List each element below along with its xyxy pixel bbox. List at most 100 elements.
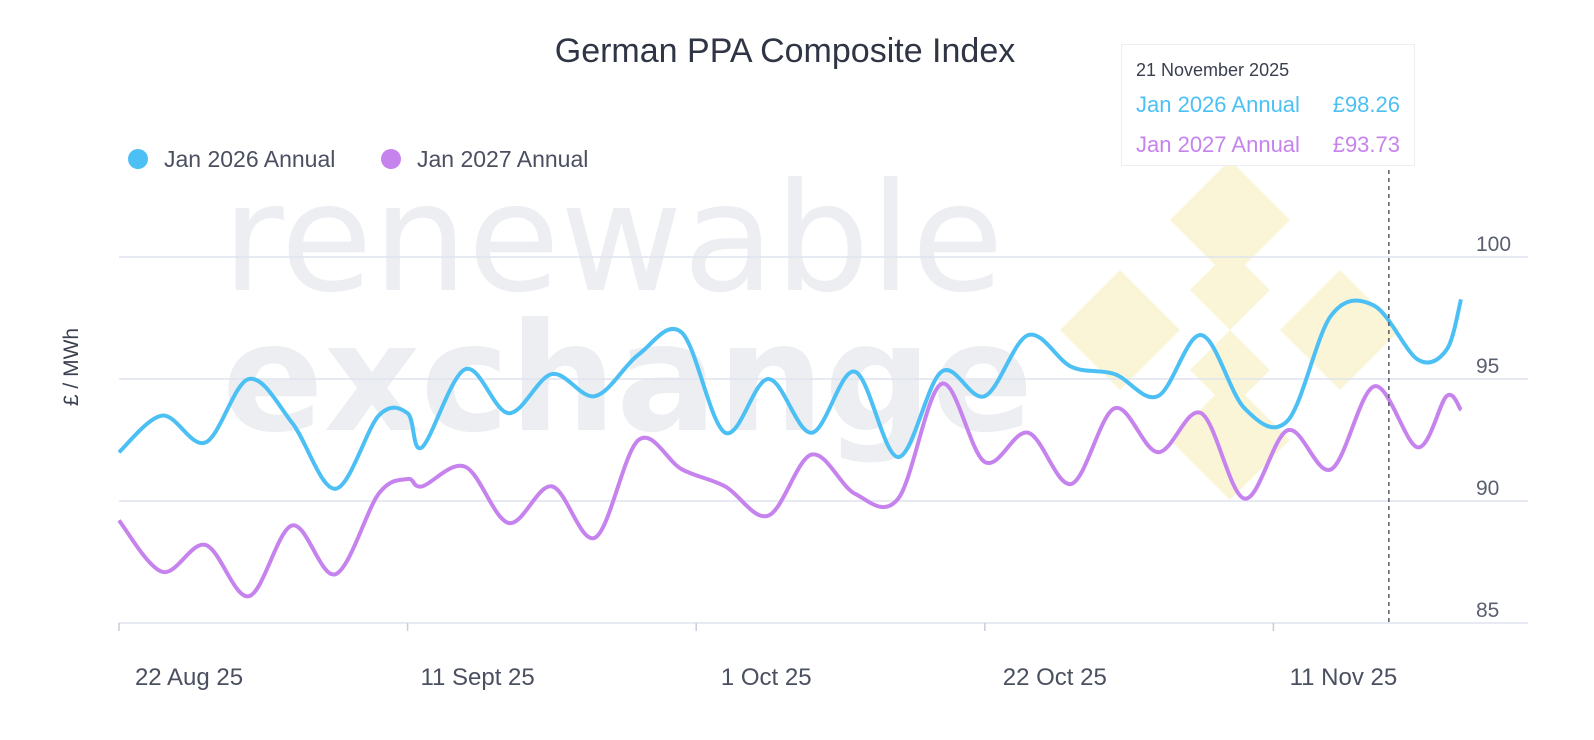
data-point[interactable]	[1070, 483, 1072, 485]
data-point[interactable]	[161, 571, 163, 573]
data-point[interactable]	[334, 573, 336, 575]
data-point[interactable]	[594, 537, 596, 539]
data-point[interactable]	[941, 371, 943, 373]
legend-marker-1	[128, 149, 148, 169]
data-point[interactable]	[1330, 468, 1332, 470]
data-point[interactable]	[941, 383, 943, 385]
y-tick-label: 100	[1476, 233, 1511, 256]
data-point[interactable]	[1446, 349, 1448, 351]
tooltip-series-value-2: £93.73	[1332, 132, 1400, 157]
data-point[interactable]	[854, 371, 856, 373]
data-point[interactable]	[551, 373, 553, 375]
tooltip-row-1: Jan 2026 Annual £98.26	[1136, 92, 1400, 118]
data-point[interactable]	[407, 478, 409, 480]
data-point[interactable]	[508, 522, 510, 524]
watermark-logo	[1060, 160, 1400, 500]
data-point[interactable]	[1027, 432, 1029, 434]
data-point[interactable]	[1114, 373, 1116, 375]
data-point[interactable]	[1330, 315, 1332, 317]
data-point[interactable]	[1244, 498, 1246, 500]
tooltip-series-name-2: Jan 2027 Annual	[1136, 132, 1300, 157]
data-point[interactable]	[724, 432, 726, 434]
data-point[interactable]	[334, 488, 336, 490]
data-point[interactable]	[1373, 305, 1375, 307]
data-point[interactable]	[637, 354, 639, 356]
x-tick-label: 22 Aug 25	[135, 664, 243, 691]
legend-marker-2	[381, 149, 401, 169]
series-lines[interactable]	[117, 298, 1463, 599]
data-point[interactable]	[1287, 429, 1289, 431]
legend-label-2[interactable]: Jan 2027 Annual	[417, 146, 588, 172]
data-point[interactable]	[767, 515, 769, 517]
data-point[interactable]	[984, 395, 986, 397]
grid-lines	[119, 256, 1528, 624]
data-point[interactable]	[1373, 385, 1375, 387]
y-tick-label: 90	[1476, 477, 1499, 500]
y-tick-label: 85	[1476, 599, 1499, 622]
data-point[interactable]	[1287, 419, 1289, 421]
watermark-text-1: renewable	[222, 152, 1004, 326]
data-point[interactable]	[421, 446, 423, 448]
data-point[interactable]	[248, 378, 250, 380]
data-point[interactable]	[637, 439, 639, 441]
data-point[interactable]	[1244, 407, 1246, 409]
data-point[interactable]	[854, 493, 856, 495]
legend[interactable]: Jan 2026 Annual Jan 2027 Annual	[128, 146, 588, 172]
data-point[interactable]	[378, 493, 380, 495]
data-point[interactable]	[118, 451, 120, 453]
data-point[interactable]	[1460, 409, 1462, 411]
data-point[interactable]	[421, 485, 423, 487]
watermark: renewable exchange	[222, 152, 1400, 500]
y-axis-label: £ / MWh	[60, 328, 83, 406]
tooltip-series-value-1: £98.26	[1332, 92, 1400, 117]
y-tick-labels: 85 90 95 100	[1476, 233, 1511, 622]
tooltip: 21 November 2025 Jan 2026 Annual £98.26 …	[1121, 44, 1415, 166]
data-point[interactable]	[205, 544, 207, 546]
data-point[interactable]	[508, 412, 510, 414]
data-point[interactable]	[681, 332, 683, 334]
x-tick-label: 1 Oct 25	[721, 664, 812, 691]
data-point[interactable]	[1460, 298, 1462, 300]
x-tick-label: 22 Oct 25	[1003, 664, 1107, 691]
data-point[interactable]	[1157, 451, 1159, 453]
tooltip-series-name-1: Jan 2026 Annual	[1136, 92, 1300, 117]
data-point[interactable]	[378, 415, 380, 417]
x-tick-label: 11 Sept 25	[420, 664, 534, 691]
data-point[interactable]	[464, 466, 466, 468]
data-point[interactable]	[1070, 366, 1072, 368]
data-point[interactable]	[464, 368, 466, 370]
data-point[interactable]	[1417, 358, 1419, 360]
data-point[interactable]	[1417, 446, 1419, 448]
data-point[interactable]	[1200, 412, 1202, 414]
data-point[interactable]	[1027, 334, 1029, 336]
data-point[interactable]	[1446, 395, 1448, 397]
data-point[interactable]	[897, 498, 899, 500]
y-tick-label: 95	[1476, 355, 1499, 378]
data-point[interactable]	[291, 422, 293, 424]
data-point[interactable]	[118, 520, 120, 522]
chart-title: German PPA Composite Index	[555, 32, 1015, 70]
data-point[interactable]	[897, 456, 899, 458]
data-point[interactable]	[811, 454, 813, 456]
data-point[interactable]	[407, 412, 409, 414]
data-point[interactable]	[681, 468, 683, 470]
data-point[interactable]	[1157, 395, 1159, 397]
data-point[interactable]	[248, 595, 250, 597]
series-line-1[interactable]	[117, 298, 1463, 491]
data-point[interactable]	[1114, 407, 1116, 409]
data-point[interactable]	[551, 485, 553, 487]
data-point[interactable]	[767, 378, 769, 380]
data-point[interactable]	[984, 461, 986, 463]
data-point[interactable]	[291, 524, 293, 526]
data-point[interactable]	[594, 395, 596, 397]
data-point[interactable]	[724, 485, 726, 487]
data-point[interactable]	[811, 432, 813, 434]
data-point[interactable]	[161, 415, 163, 417]
x-tick-label: 11 Nov 25	[1290, 664, 1398, 691]
legend-label-1[interactable]: Jan 2026 Annual	[164, 146, 335, 172]
tooltip-date: 21 November 2025	[1136, 60, 1290, 80]
data-point[interactable]	[1200, 334, 1202, 336]
data-point[interactable]	[205, 441, 207, 443]
x-axis: 22 Aug 25 11 Sept 25 1 Oct 25 22 Oct 25 11 N…	[118, 623, 1398, 691]
